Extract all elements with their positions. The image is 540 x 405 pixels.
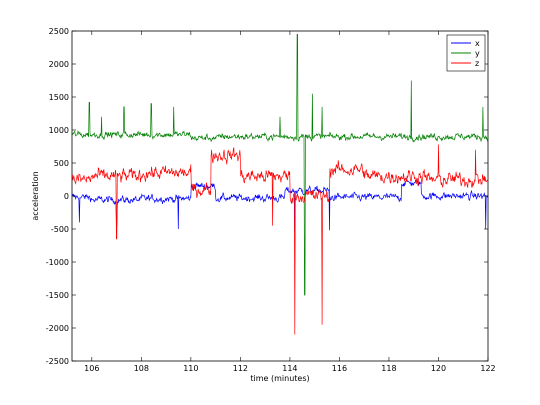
series-line-z [71, 144, 489, 335]
y-tick-label-9: -2000 [46, 324, 69, 333]
series-line-x [71, 177, 489, 233]
y-tick-label-8: -1500 [46, 291, 69, 300]
legend: x y z [446, 34, 486, 72]
x-tick-label-0: 106 [84, 364, 99, 373]
y-tick-label-10: -2500 [46, 357, 69, 366]
y-tick-label-5: 0 [64, 192, 69, 201]
legend-label-x: x [475, 39, 480, 48]
x-tick-label-4: 114 [282, 364, 297, 373]
x-tick-label-8: 122 [480, 364, 495, 373]
x-axis-label: time (minutes) [250, 374, 309, 383]
y-tick-label-7: -1000 [46, 258, 69, 267]
x-tick-label-5: 116 [332, 364, 347, 373]
x-tick-label-3: 112 [233, 364, 248, 373]
legend-label-z: z [475, 59, 479, 68]
y-tick-label-4: 500 [54, 159, 69, 168]
x-tick-label-7: 120 [431, 364, 446, 373]
x-tick-label-2: 110 [183, 364, 198, 373]
series-line-y [71, 33, 489, 296]
y-tick-label-1: 2000 [49, 60, 69, 69]
y-tick-label-6: -500 [51, 225, 69, 234]
x-tick-label-1: 108 [134, 364, 149, 373]
y-tick-label-0: 2500 [49, 27, 69, 36]
legend-label-y: y [475, 49, 480, 58]
ticks-layer: 106 108 110 112 114 116 118 120 122 2500 2000 1500 1… [46, 27, 496, 373]
y-axis-label: acceleration [31, 171, 40, 220]
x-tick-label-6: 118 [381, 364, 396, 373]
y-tick-label-3: 1000 [49, 126, 69, 135]
y-tick-label-2: 1500 [49, 93, 69, 102]
series-layer [71, 33, 489, 335]
